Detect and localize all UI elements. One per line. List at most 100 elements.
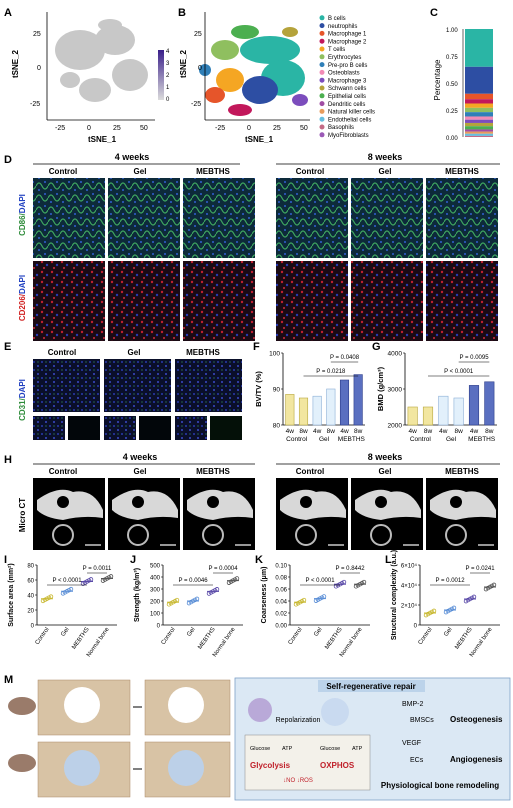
p-value-label: P = 0.0011 — [83, 566, 112, 572]
cd86-row-label: CD86/DAPI — [18, 194, 27, 236]
panel-label-a: A — [4, 7, 12, 19]
defect-hole — [57, 496, 69, 508]
glucose-label-2: Glucose — [320, 746, 340, 752]
legend-label: Basophils — [328, 125, 354, 131]
e-col-gel: Gel — [128, 348, 141, 357]
cd31-images — [33, 359, 242, 440]
panel-label-k: K — [255, 554, 263, 566]
legend-label: neutrophils — [328, 24, 357, 30]
p-value-label: P = 0.0012 — [435, 578, 465, 584]
legend-label: B cells — [328, 16, 346, 22]
y-axis-label: Structural complexity (a.u.) — [391, 550, 398, 640]
femur-shape — [187, 489, 253, 520]
stack-segment — [465, 116, 493, 120]
group-label: Gel — [319, 436, 330, 443]
colorbar-a — [158, 50, 164, 100]
stack-segment — [465, 133, 493, 136]
cd206-row-label: CD206/DAPI — [18, 275, 27, 321]
defect-hole — [450, 496, 462, 508]
e-col-mebths: MEBTHS — [186, 348, 220, 357]
y-tick-label: 300 — [150, 588, 161, 594]
y-tick-label: 20 — [27, 609, 34, 615]
e-col-control: Control — [48, 348, 76, 357]
legend-label: Macrophage 1 — [328, 32, 367, 38]
legend-label: Osteoblasts — [328, 71, 360, 77]
legend-label: Natural killer cells — [328, 110, 375, 116]
colorbar-tick-3: 3 — [166, 61, 170, 67]
panel-c-ytick-1: 1.00 — [446, 28, 458, 34]
x-tick-label: Gel — [60, 627, 70, 638]
legend-swatch — [319, 85, 325, 91]
legend-label: Macrophage 3 — [328, 78, 367, 84]
group-label: MEBTHS — [338, 436, 366, 443]
x-tick-label: Control — [161, 627, 177, 646]
y-tick-label: 0.02 — [275, 612, 287, 618]
femur-shape — [112, 489, 178, 520]
stack-segment — [465, 93, 493, 100]
stack-segment — [465, 129, 493, 132]
x-tick-label: Gel — [313, 627, 323, 638]
femur-shape — [430, 489, 496, 520]
defect-hole — [375, 496, 387, 508]
y-axis-label: Coarseness (μm) — [261, 567, 268, 624]
tsne-plot-a — [46, 12, 155, 121]
stack-segment — [465, 119, 493, 123]
legend-label: Pre-pro B cells — [328, 63, 367, 69]
d-week4-header: 4 weeks — [115, 152, 150, 162]
stack-segment — [465, 66, 493, 94]
defect-hole — [300, 496, 312, 508]
x-tick-label: MEBTHS — [324, 627, 343, 651]
h-week8-header: 8 weeks — [368, 452, 403, 462]
d-col-gel-8w: Gel — [379, 167, 392, 176]
stack-segment — [465, 103, 493, 108]
cd31-row-label: CD31/DAPI — [18, 379, 27, 421]
panel-c-ytick-5: 0.00 — [446, 136, 458, 142]
legend-label: T cells — [328, 47, 345, 53]
legend-swatch — [319, 132, 325, 138]
femur-shape — [37, 489, 103, 520]
cross-section — [52, 524, 74, 546]
schematic-left — [8, 679, 231, 798]
y-tick-label: 4000 — [388, 351, 403, 358]
panel-c-ytick-3: 0.50 — [446, 82, 458, 88]
y-tick-label: 80 — [27, 564, 34, 570]
group-label: MEBTHS — [468, 436, 496, 443]
panel-c-ylabel: Percentage — [433, 59, 442, 100]
legend-label: Erythrocytes — [328, 55, 361, 61]
stack-segment — [465, 99, 493, 104]
x-tick-label: 8w — [327, 428, 336, 435]
micro-ct-images — [33, 478, 498, 550]
dot-chart-l: 6×10⁴ 4×10⁴ 2×10⁴ 0 Structural complexity (a… — [391, 550, 500, 658]
colorbar-tick-0: 0 — [166, 97, 170, 103]
angiogenesis-label: Angiogenesis — [450, 755, 503, 764]
x-tick-label: MEBTHS — [454, 627, 473, 651]
y-tick-label: 0.08 — [275, 576, 287, 582]
d-col-control-8w: Control — [296, 167, 324, 176]
tsne-a-ytick-2: 0 — [37, 65, 41, 72]
femur-shape — [355, 489, 421, 520]
cross-section — [127, 524, 149, 546]
x-tick-label: 4w — [286, 428, 295, 435]
panel-label-b: B — [178, 7, 186, 19]
oxphos-label: OXPHOS — [320, 761, 355, 770]
panel-label-g: G — [372, 341, 381, 353]
stack-segment — [465, 135, 493, 137]
cross-section — [370, 524, 392, 546]
tsne-a-ytick-1: -25 — [30, 101, 40, 108]
tsne-plot-b — [199, 12, 310, 121]
tsne-a-xlabel: tSNE_1 — [88, 135, 117, 144]
bmscs-label: BMSCs — [410, 717, 434, 724]
legend-label: Epithelial cells — [328, 94, 366, 100]
bar — [285, 394, 295, 426]
bar — [453, 397, 464, 426]
glucose-label-1: Glucose — [250, 746, 270, 752]
y-tick-label: 2000 — [388, 423, 403, 430]
bar — [438, 395, 449, 426]
dot-chart-i: 80 60 40 20 0 Surface area (mm²) Control Gel MEB… — [8, 563, 117, 658]
d-col-gel-4w: Gel — [134, 167, 147, 176]
p-value-label: P = 0.8442 — [335, 566, 365, 572]
h-col-control-4w: Control — [49, 467, 77, 476]
tsne-a-xtick-3: 25 — [113, 125, 121, 132]
panel-label-m: M — [4, 674, 13, 686]
